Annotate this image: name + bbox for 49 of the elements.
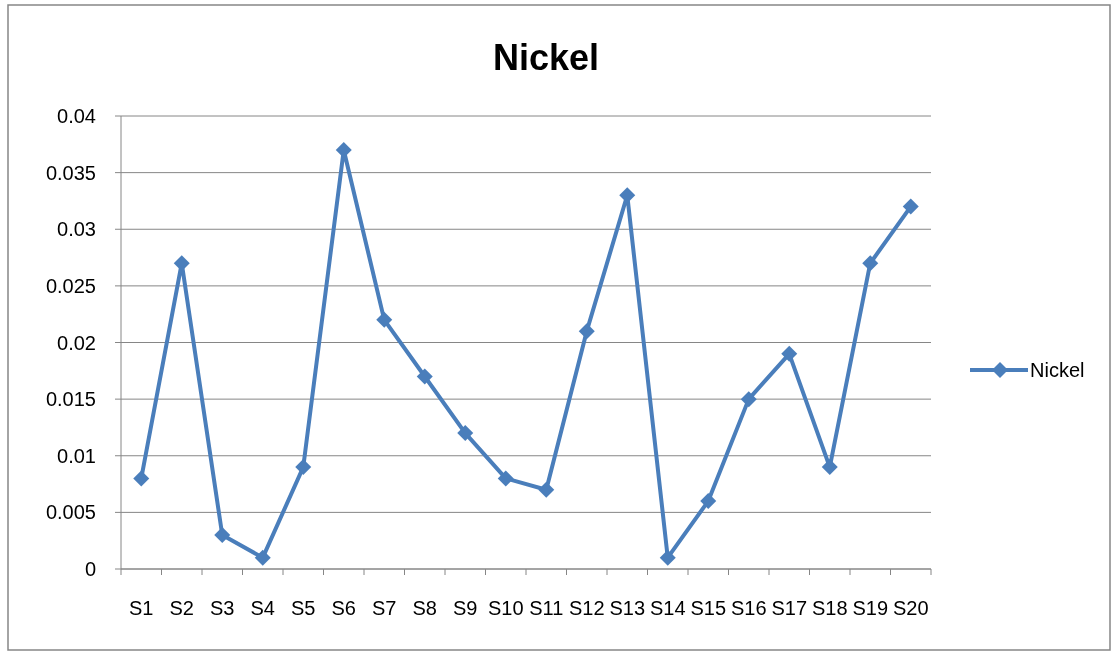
point — [497, 470, 514, 487]
point — [862, 255, 879, 272]
x-tick-label: S7 — [372, 597, 397, 619]
x-tick-label: S20 — [892, 597, 929, 619]
x-tick-label: S19 — [852, 597, 889, 619]
x-tick-label: S3 — [210, 597, 235, 619]
x-tick-label: S17 — [771, 597, 808, 619]
y-tick-label: 0 — [84, 558, 96, 580]
point — [335, 141, 352, 158]
x-tick-label: S14 — [649, 597, 686, 619]
y-tick-label: 0.01 — [57, 444, 96, 467]
x-tick-label: S5 — [291, 597, 316, 619]
point — [781, 345, 798, 362]
x-tick-label: S16 — [730, 597, 767, 619]
legend-label: Nickel — [1030, 359, 1085, 381]
y-tick-label: 0.015 — [45, 388, 96, 411]
y-tick-label: 0.005 — [45, 501, 96, 524]
point — [538, 481, 555, 498]
point — [740, 391, 757, 408]
x-tick-label: S15 — [690, 597, 727, 619]
x-tick-label: S4 — [250, 597, 275, 619]
x-tick-label: S9 — [453, 597, 478, 619]
point — [821, 459, 838, 476]
point — [214, 527, 231, 544]
x-tick-label: S8 — [412, 597, 437, 619]
chart-title: Nickel — [492, 37, 600, 78]
point — [416, 368, 433, 385]
y-tick-label: 0.03 — [57, 218, 96, 241]
x-tick-label: S13 — [609, 597, 646, 619]
point — [659, 549, 676, 566]
x-tick-label: S11 — [529, 597, 564, 619]
point — [254, 549, 271, 566]
y-tick-label: 0.035 — [45, 161, 96, 184]
x-tick-label: S2 — [169, 597, 194, 619]
x-tick-label: S18 — [811, 597, 848, 619]
x-tick-label: S10 — [487, 597, 524, 619]
point — [295, 459, 312, 476]
y-tick-label: 0.025 — [45, 274, 96, 297]
point — [578, 323, 595, 340]
point — [700, 493, 717, 510]
point — [133, 470, 150, 487]
point — [457, 425, 474, 442]
point — [902, 198, 919, 215]
point — [376, 311, 393, 328]
x-tick-label: S1 — [129, 597, 154, 619]
y-tick-label: 0.02 — [57, 331, 96, 354]
y-tick-label: 0.04 — [57, 105, 96, 127]
x-tick-label: S12 — [568, 597, 605, 619]
x-tick-label: S6 — [331, 597, 356, 619]
